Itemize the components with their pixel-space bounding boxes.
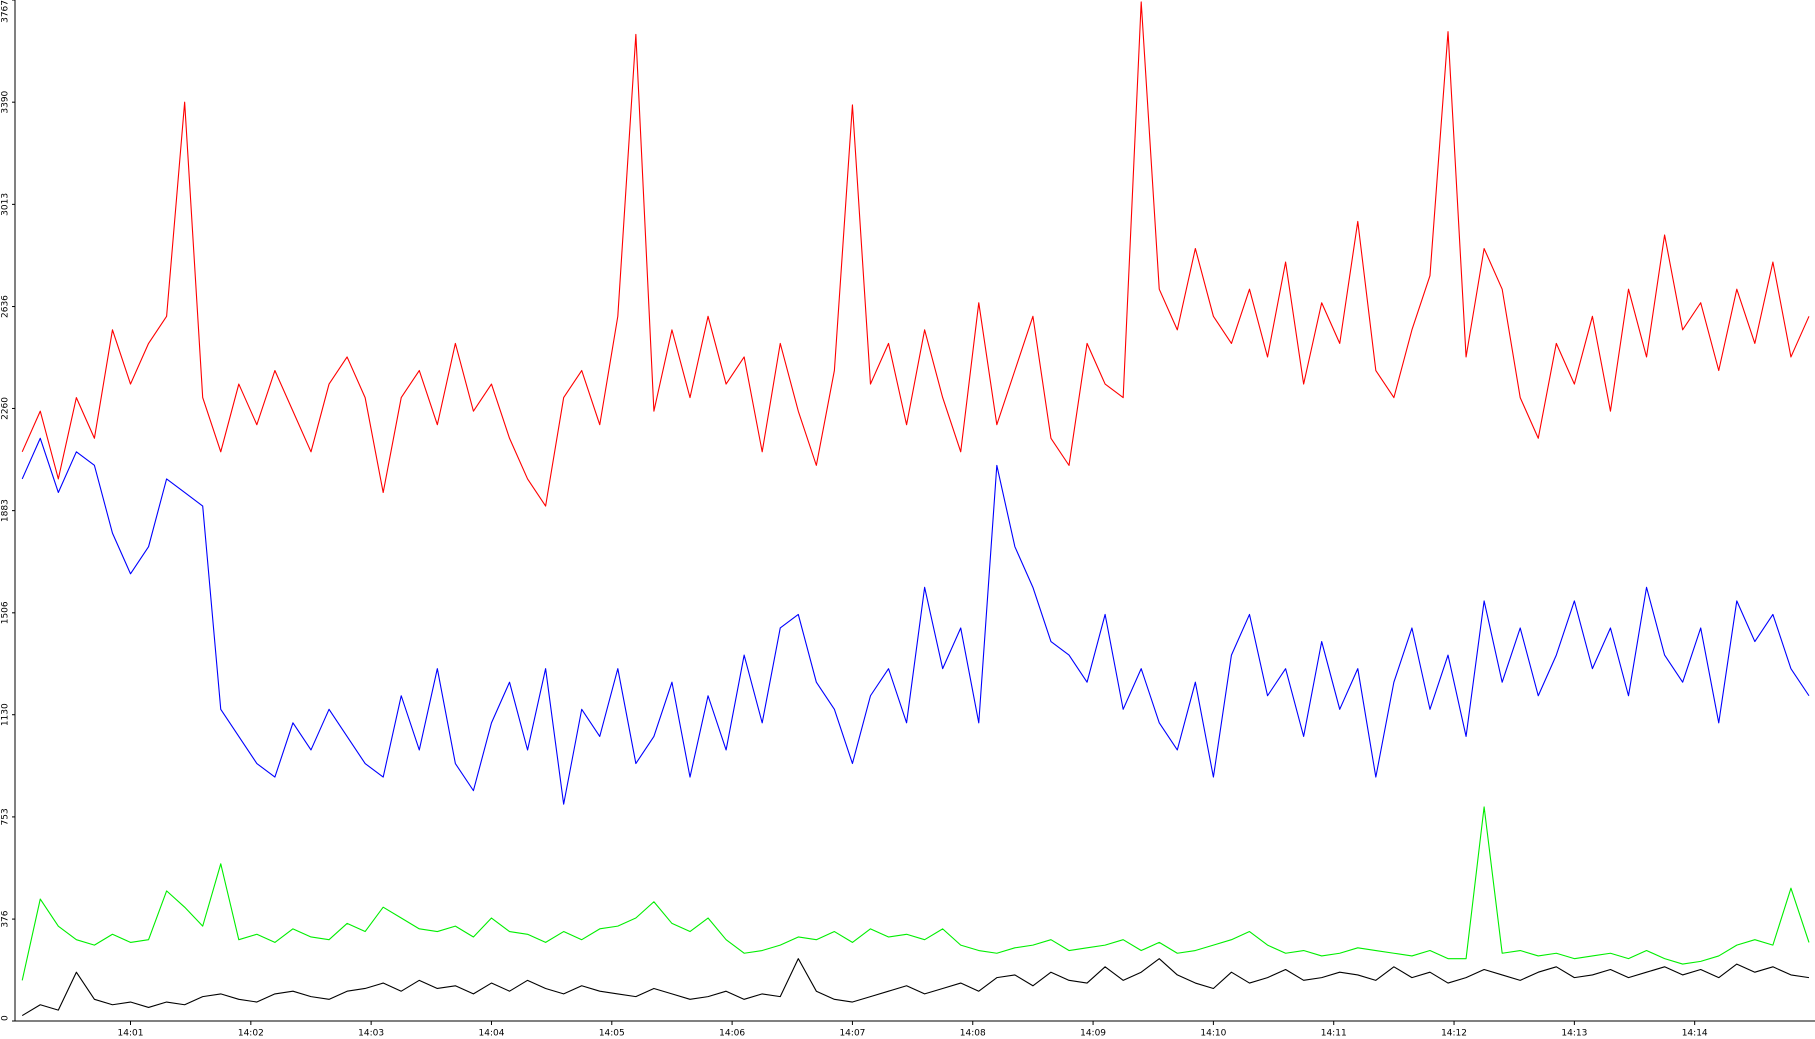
y-tick-label: 3390 [1,90,11,113]
y-tick-label: 376 [1,910,11,927]
x-tick-label: 14:06 [719,1029,745,1039]
x-tick-label: 14:08 [960,1029,986,1039]
y-tick-label: 2636 [1,295,11,318]
y-tick-label: 3013 [1,193,11,216]
x-tick-label: 14:02 [238,1029,264,1039]
x-tick-label: 14:04 [479,1029,505,1039]
y-tick-label: 3767 [1,0,11,23]
y-tick-label: 1883 [1,499,11,522]
y-tick-label: 1130 [1,703,11,726]
x-tick-label: 14:01 [118,1029,144,1039]
y-tick-label: 1506 [1,601,11,624]
y-tick-label: 2260 [1,397,11,420]
x-tick-label: 14:07 [839,1029,865,1039]
x-tick-label: 14:12 [1441,1029,1467,1039]
data-line [21,958,1810,1017]
x-tick-label: 14:05 [599,1029,625,1039]
data-line [21,806,1810,981]
x-tick-label: 14:09 [1080,1029,1106,1039]
x-tick-label: 14:10 [1200,1029,1226,1039]
y-tick-label: 0 [1,1015,11,1021]
x-tick-label: 14:03 [358,1029,384,1039]
y-tick-label: 753 [1,808,11,825]
data-line [21,1,1810,507]
data-line [21,437,1810,805]
x-tick-label: 14:13 [1561,1029,1587,1039]
x-tick-label: 14:11 [1321,1029,1347,1039]
x-tick-label: 14:14 [1682,1029,1708,1039]
